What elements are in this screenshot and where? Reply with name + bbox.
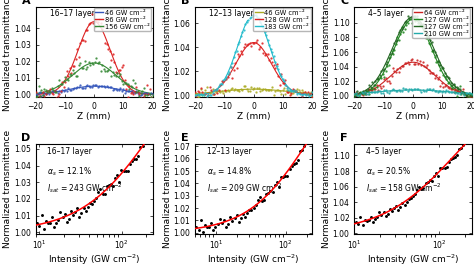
- Text: 4–5 layer: 4–5 layer: [366, 147, 401, 155]
- Text: F: F: [340, 133, 348, 143]
- Y-axis label: Normalized transmittance: Normalized transmittance: [3, 130, 12, 248]
- Text: $I_{sat}$ = 243 GW cm$^{-2}$: $I_{sat}$ = 243 GW cm$^{-2}$: [47, 181, 123, 195]
- Y-axis label: Normalized transmittance: Normalized transmittance: [322, 0, 331, 111]
- Text: 12–13 layer: 12–13 layer: [209, 9, 254, 19]
- Text: 12–13 layer: 12–13 layer: [207, 147, 251, 155]
- X-axis label: Intensity (GW cm$^{-2}$): Intensity (GW cm$^{-2}$): [48, 253, 140, 267]
- Text: 16–17 layer: 16–17 layer: [47, 147, 92, 155]
- Text: A: A: [21, 0, 30, 6]
- Text: $I_{sat}$ = 158 GW cm$^{-2}$: $I_{sat}$ = 158 GW cm$^{-2}$: [366, 181, 442, 195]
- Y-axis label: Normalized transmittance: Normalized transmittance: [322, 130, 331, 248]
- Text: B: B: [181, 0, 189, 6]
- Y-axis label: Normalized transmittance: Normalized transmittance: [3, 0, 12, 111]
- X-axis label: Intensity (GW cm$^{-2}$): Intensity (GW cm$^{-2}$): [208, 253, 300, 267]
- X-axis label: Z (mm): Z (mm): [237, 112, 270, 121]
- Text: D: D: [21, 133, 31, 143]
- Y-axis label: Normalized transmittance: Normalized transmittance: [163, 130, 172, 248]
- Legend: 46 GW cm⁻², 128 GW cm⁻², 183 GW cm⁻²: 46 GW cm⁻², 128 GW cm⁻², 183 GW cm⁻²: [253, 8, 311, 31]
- Text: 16–17 layer: 16–17 layer: [50, 9, 94, 19]
- Text: E: E: [181, 133, 189, 143]
- Text: C: C: [340, 0, 348, 6]
- Legend: 46 GW cm⁻², 86 GW cm⁻², 156 GW cm⁻²: 46 GW cm⁻², 86 GW cm⁻², 156 GW cm⁻²: [93, 8, 151, 31]
- X-axis label: Intensity (GW cm$^{-2}$): Intensity (GW cm$^{-2}$): [367, 253, 459, 267]
- Y-axis label: Normalized transmittance: Normalized transmittance: [163, 0, 172, 111]
- Text: $I_{sat}$ = 209 GW cm$^{-2}$: $I_{sat}$ = 209 GW cm$^{-2}$: [207, 181, 283, 195]
- Text: 4–5 layer: 4–5 layer: [368, 9, 404, 19]
- X-axis label: Z (mm): Z (mm): [396, 112, 430, 121]
- Text: $\alpha_s$ = 12.1%: $\alpha_s$ = 12.1%: [47, 165, 92, 178]
- X-axis label: Z (mm): Z (mm): [77, 112, 111, 121]
- Text: $\alpha_s$ = 14.8%: $\alpha_s$ = 14.8%: [207, 165, 252, 178]
- Text: $\alpha_s$ = 20.5%: $\alpha_s$ = 20.5%: [366, 165, 411, 178]
- Legend: 64 GW cm⁻², 127 GW cm⁻², 127 GW cm⁻², 210 GW cm⁻²: 64 GW cm⁻², 127 GW cm⁻², 127 GW cm⁻², 21…: [412, 8, 470, 38]
